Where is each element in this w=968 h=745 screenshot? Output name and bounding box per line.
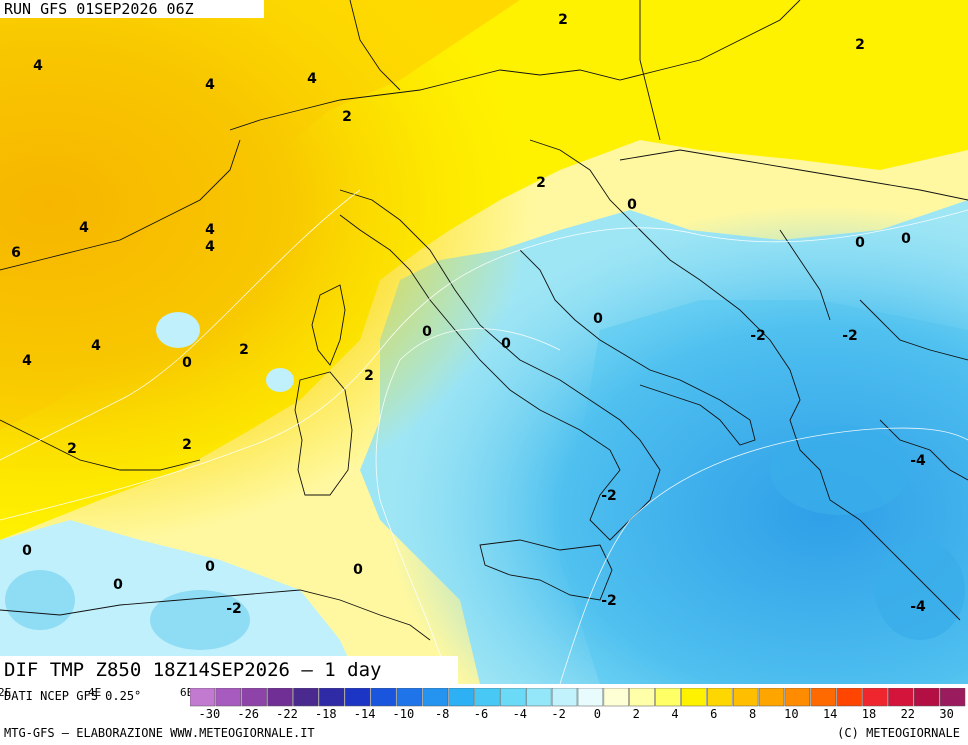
color-scale-tick-label: -10 xyxy=(392,707,415,721)
lon-label-4e: 4E xyxy=(88,686,102,699)
color-scale-tick-label: 6 xyxy=(710,707,718,721)
color-swatch xyxy=(190,688,216,707)
color-swatch xyxy=(603,688,629,707)
color-swatch xyxy=(500,688,526,707)
contour-label: 0 xyxy=(205,559,215,575)
color-swatch xyxy=(526,688,552,707)
contour-label: 6 xyxy=(11,245,21,261)
color-swatch xyxy=(862,688,888,707)
contour-label: 0 xyxy=(855,235,865,251)
contour-label: 4 xyxy=(33,58,43,74)
map-title: DIF TMP Z850 18Z14SEP2026 – 1 day xyxy=(0,656,458,684)
color-scale-tick-label: -18 xyxy=(314,707,337,721)
color-scale-tick-label: 18 xyxy=(861,707,877,721)
color-swatch xyxy=(655,688,681,707)
color-swatch xyxy=(939,688,966,707)
color-swatch xyxy=(888,688,914,707)
color-scale-tick-label: -6 xyxy=(473,707,489,721)
contour-label: 4 xyxy=(307,71,317,87)
contour-label: 2 xyxy=(855,37,865,53)
color-swatch xyxy=(422,688,448,707)
color-scale-tick-label: -4 xyxy=(512,707,528,721)
color-swatch xyxy=(551,688,578,707)
color-swatch xyxy=(810,688,836,707)
contour-label: 4 xyxy=(205,239,215,255)
contour-label: 4 xyxy=(79,220,89,236)
color-scale-tick-label: -14 xyxy=(353,707,376,721)
contour-label: 4 xyxy=(205,222,215,238)
contour-label: -4 xyxy=(910,453,926,469)
color-scale-tick-label: 22 xyxy=(900,707,916,721)
contour-label: 2 xyxy=(558,12,568,28)
contour-label: 2 xyxy=(342,109,352,125)
color-swatch xyxy=(215,688,241,707)
color-swatch xyxy=(784,688,811,707)
color-scale-bar xyxy=(190,688,966,707)
contour-label: 0 xyxy=(501,336,511,352)
color-swatch xyxy=(370,688,397,707)
source-label: DATI NCEP GFS 0.25° xyxy=(4,689,142,703)
contour-label: -2 xyxy=(842,328,858,344)
color-scale-tick-label: 8 xyxy=(748,707,757,721)
color-swatch xyxy=(293,688,319,707)
contour-label: 0 xyxy=(422,324,432,340)
temperature-field xyxy=(0,0,968,684)
color-swatch xyxy=(681,688,707,707)
color-swatch xyxy=(241,688,267,707)
color-swatch xyxy=(577,688,604,707)
coastlines-and-borders xyxy=(0,0,968,641)
footer-copyright: (C) METEOGIORNALE xyxy=(837,726,960,740)
color-swatch xyxy=(836,688,862,707)
color-swatch xyxy=(396,688,423,707)
contour-label: 0 xyxy=(182,355,192,371)
contour-label: 4 xyxy=(205,77,215,93)
contour-label: -2 xyxy=(226,601,242,617)
color-scale-tick-label: -22 xyxy=(276,707,298,721)
run-title: RUN GFS 01SEP2026 06Z xyxy=(0,0,264,18)
color-swatch xyxy=(448,688,474,707)
color-swatch xyxy=(344,688,371,707)
color-scale-tick-label: -26 xyxy=(237,707,260,721)
contour-label: 0 xyxy=(353,562,363,578)
contour-label: -4 xyxy=(910,599,926,615)
color-swatch xyxy=(707,688,733,707)
contour-label: 2 xyxy=(239,342,249,358)
color-scale-tick-label: 0 xyxy=(593,707,602,721)
color-scale-tick-label: 4 xyxy=(671,707,679,721)
color-swatch xyxy=(474,688,500,707)
color-scale-tick-label: 10 xyxy=(784,707,799,721)
color-scale-tick-label: -30 xyxy=(198,707,221,721)
contour-label: -2 xyxy=(601,488,617,504)
color-scale-tick-label: 30 xyxy=(939,707,954,721)
contour-label: -2 xyxy=(750,328,766,344)
color-swatch xyxy=(732,688,759,707)
color-swatch xyxy=(267,688,293,707)
lon-label-2e: 2E xyxy=(0,686,12,699)
contour-lines xyxy=(0,189,968,684)
contour-label: 2 xyxy=(536,175,546,191)
color-swatch xyxy=(319,688,345,707)
contour-label: 0 xyxy=(22,543,32,559)
color-scale-tick-label: -8 xyxy=(434,707,450,721)
contour-label: 4 xyxy=(91,338,101,354)
color-scale-tick-label: 14 xyxy=(822,707,838,721)
contour-label: 2 xyxy=(67,441,77,457)
contour-label: 0 xyxy=(113,577,123,593)
color-scale-tick-label: -2 xyxy=(551,707,566,721)
contour-label: 2 xyxy=(182,437,192,453)
contour-label: -2 xyxy=(601,593,617,609)
color-scale-tick-label: 2 xyxy=(632,707,640,721)
color-swatch xyxy=(914,688,940,707)
contour-label: 0 xyxy=(593,311,603,327)
contour-label: 4 xyxy=(22,353,32,369)
contour-label: 0 xyxy=(627,197,637,213)
contour-label: 2 xyxy=(364,368,374,384)
color-swatch xyxy=(629,688,655,707)
contour-label: 0 xyxy=(901,231,911,247)
footer-credit: MTG-GFS – ELABORAZIONE WWW.METEOGIORNALE… xyxy=(4,726,315,740)
color-swatch xyxy=(758,688,785,707)
